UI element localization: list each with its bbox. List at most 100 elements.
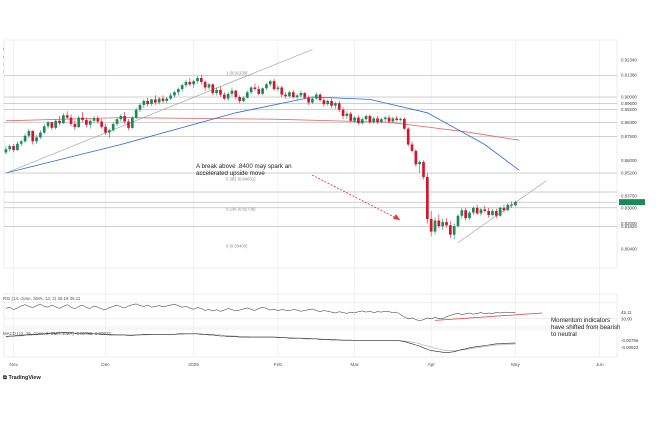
candle-body xyxy=(510,204,513,206)
candle-body xyxy=(123,116,127,122)
candle xyxy=(418,160,422,173)
y-axis-label: 0.83750 xyxy=(621,193,637,198)
rsi-axis-level: 30.00 xyxy=(621,316,633,321)
candle xyxy=(464,207,468,221)
candle xyxy=(131,116,134,129)
candle xyxy=(46,120,50,129)
candle xyxy=(410,141,414,153)
candle-body xyxy=(230,90,234,94)
candle-body xyxy=(330,100,333,106)
candle-body xyxy=(196,78,199,82)
candle xyxy=(42,123,46,135)
candle-body xyxy=(207,84,211,88)
y-axis-label: 0.88400 xyxy=(621,120,637,125)
fib-label: 0.382 (0.84631) xyxy=(226,177,256,182)
candle-body xyxy=(337,103,341,110)
candle xyxy=(245,90,249,99)
candle-body xyxy=(219,89,222,95)
candle xyxy=(491,209,494,217)
candle xyxy=(211,83,215,96)
candle xyxy=(203,80,207,91)
rsi-label: RSI (14, close, SMA, 14, 2) 45.19 45.11 xyxy=(3,296,81,301)
candle-body xyxy=(73,123,77,128)
candle-body xyxy=(85,119,88,125)
candle xyxy=(230,87,234,97)
candle-body xyxy=(326,100,330,105)
candle-body xyxy=(100,121,104,127)
x-tick-label: May xyxy=(511,362,521,368)
candle-body xyxy=(242,97,245,101)
candle-body xyxy=(92,118,96,121)
candle xyxy=(502,204,506,213)
candle xyxy=(387,115,391,124)
candle xyxy=(510,201,513,208)
candle-body xyxy=(199,78,203,82)
breakout-arrow xyxy=(311,174,401,221)
candle-body xyxy=(395,118,399,120)
candle-body xyxy=(403,118,406,129)
x-tick-label: Dec xyxy=(101,362,110,368)
candle-body xyxy=(50,122,54,128)
candle xyxy=(334,101,337,109)
candle xyxy=(456,214,460,228)
candle-body xyxy=(437,220,441,227)
candle-body xyxy=(58,120,61,124)
candle xyxy=(77,116,81,128)
candle-body xyxy=(46,122,50,127)
candle xyxy=(284,92,287,99)
candle xyxy=(364,114,368,121)
candle xyxy=(391,116,395,123)
fib-label: 1 (0.91338) xyxy=(226,70,248,75)
candle-body xyxy=(226,93,230,99)
candle-body xyxy=(88,120,92,125)
candle xyxy=(341,107,345,120)
candle-body xyxy=(31,131,35,142)
candle-body xyxy=(506,204,510,211)
candle-body xyxy=(173,92,176,96)
candle xyxy=(272,78,276,91)
candle-body xyxy=(54,120,58,128)
y-axis-label: 0.86000 xyxy=(621,158,637,163)
candle xyxy=(104,123,107,135)
candle-body xyxy=(460,210,464,216)
candle xyxy=(173,90,176,98)
candle-body xyxy=(161,98,165,101)
candle-body xyxy=(104,126,107,133)
candle-body xyxy=(479,209,483,214)
fib-label: 0.236 (0.82738) xyxy=(226,206,256,211)
y-axis-label: 0.83000 xyxy=(621,205,637,210)
candle xyxy=(16,141,19,151)
candle-body xyxy=(380,119,383,123)
candle xyxy=(157,97,161,105)
y-axis-label: 0.91380 xyxy=(621,73,637,78)
candle xyxy=(372,116,376,124)
candle-body xyxy=(81,117,84,120)
candle-body xyxy=(176,89,180,93)
candle xyxy=(314,92,318,101)
candle-body xyxy=(249,87,253,93)
candle-body xyxy=(322,100,326,105)
candle-body xyxy=(502,207,506,211)
candle xyxy=(368,114,372,124)
y-axis-label: 0.82000 xyxy=(621,221,637,226)
candle xyxy=(73,120,77,131)
candle-body xyxy=(360,119,364,124)
x-tick-label: Nov xyxy=(9,362,18,368)
candle-body xyxy=(131,117,134,128)
candle xyxy=(215,87,218,96)
candle xyxy=(226,92,230,101)
breakout-annotation: A break above .8400 may spark an acceler… xyxy=(196,163,292,178)
y-axis-label: 0.80400 xyxy=(621,247,637,252)
candle xyxy=(219,86,222,97)
candle-body xyxy=(16,143,19,151)
candle xyxy=(88,119,92,129)
rsi-pane xyxy=(3,293,618,328)
price-pane xyxy=(3,39,618,269)
candle xyxy=(180,83,184,92)
candle xyxy=(326,99,330,106)
candle-body xyxy=(108,130,111,133)
tradingview-logo: ⧉ TradingView xyxy=(3,375,41,382)
candle-body xyxy=(357,117,360,124)
y-axis-label: 0.87500 xyxy=(621,134,637,139)
